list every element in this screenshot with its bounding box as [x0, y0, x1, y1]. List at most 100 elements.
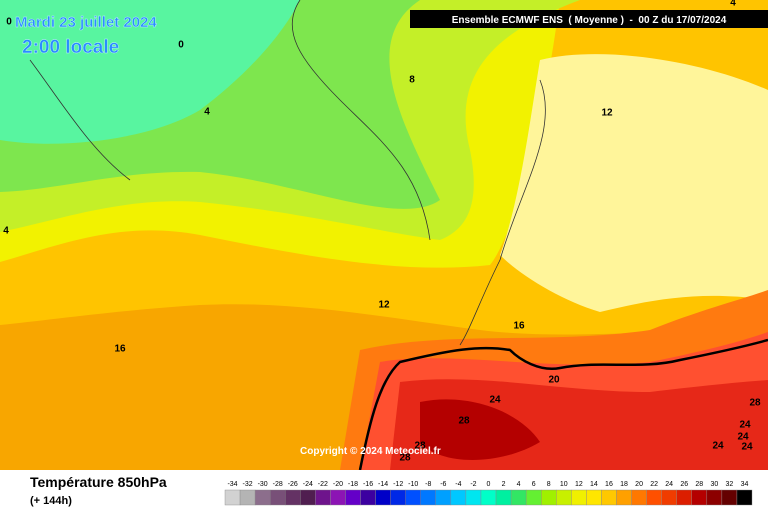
colorbar-swatch	[706, 489, 723, 506]
contour-label: 28	[399, 453, 411, 464]
colorbar-label: -34	[227, 481, 237, 488]
colorbar-swatch	[315, 489, 331, 506]
colorbar-swatch	[736, 489, 753, 506]
colorbar-swatch	[616, 489, 632, 506]
colorbar-label: 6	[532, 481, 536, 488]
colorbar-label: -20	[333, 481, 343, 488]
colorbar-label: -28	[273, 481, 283, 488]
colorbar-label: 22	[650, 481, 658, 488]
colorbar-swatch	[254, 489, 271, 506]
colorbar-swatch	[300, 489, 316, 506]
contour-20	[358, 338, 768, 471]
contour-label: 0	[6, 17, 12, 28]
colorbar-label: 34	[741, 481, 749, 488]
contour-label: 8	[409, 75, 415, 86]
contour-label: 4	[730, 0, 736, 9]
model-box	[410, 10, 768, 28]
contour-label: 20	[548, 375, 560, 386]
contour-label: 16	[114, 344, 126, 355]
colorbar-label: -6	[440, 481, 446, 488]
contour-label: 16	[513, 321, 525, 332]
colorbar-label: 8	[547, 481, 551, 488]
contour-label: 24	[489, 395, 501, 406]
colorbar-swatch	[345, 489, 361, 506]
colorbar-swatch	[420, 489, 437, 506]
colorbar-label: 32	[726, 481, 734, 488]
colorbar-swatch	[586, 489, 602, 506]
colorbar-label: 30	[710, 481, 718, 488]
colorbar-swatch	[495, 489, 512, 506]
colorbar-label: 26	[680, 481, 688, 488]
contour-label: 28	[414, 441, 426, 452]
colorbar-swatch	[510, 489, 527, 506]
copyright: Copyright © 2024 Meteociel.fr	[300, 446, 441, 457]
field-pale-yellow	[500, 54, 768, 313]
colorbar-label: 18	[620, 481, 628, 488]
model: Ensemble ECMWF ENS ( Moyenne ) - 00 Z du…	[452, 15, 727, 26]
contour-label: 4	[204, 107, 210, 118]
colorbar-swatch	[405, 489, 421, 506]
colorbar-label: -4	[455, 481, 461, 488]
colorbar-label: 10	[560, 481, 568, 488]
colorbar-label: -22	[318, 481, 328, 488]
date: Mardi 23 juillet 2024	[15, 14, 157, 31]
colorbar-swatch	[330, 489, 346, 506]
colorbar-label: 0	[487, 481, 491, 488]
colorbar-swatch	[480, 489, 497, 506]
contour-label: 24	[739, 420, 751, 431]
colorbar-swatch	[269, 489, 286, 506]
colorbar-swatch	[435, 489, 452, 506]
legend-title: Température 850hPa	[30, 474, 167, 490]
colorbar-swatch	[676, 489, 692, 506]
colorbar-label: -26	[288, 481, 298, 488]
colorbar: -34 -32 -30 -28 -26 -24 -22 -20 -18 -16 -14 -12 -10-…	[224, 481, 753, 506]
colorbar-label: -18	[348, 481, 358, 488]
colorbar-label: 28	[695, 481, 703, 488]
contour-label: 12	[601, 108, 613, 119]
colorbar-label: -24	[303, 481, 313, 488]
colorbar-swatch	[646, 489, 662, 506]
legend-lead: (+ 144h)	[30, 495, 72, 507]
colorbar-swatch	[285, 489, 301, 506]
contour-label: 28	[458, 416, 470, 427]
colorbar-label: -10	[408, 481, 418, 488]
colorbar-label: 2	[502, 481, 506, 488]
colorbar-label: 16	[605, 481, 613, 488]
colorbar-swatch	[390, 489, 406, 506]
colorbar-swatch	[571, 489, 587, 506]
coastline	[29, 0, 546, 346]
field-dark-red	[420, 399, 540, 460]
map-fields	[0, 0, 768, 471]
contour-label: 24	[741, 442, 753, 453]
colorbar-swatch	[525, 489, 542, 506]
colorbar-swatch	[661, 489, 677, 506]
colorbar-label: -2	[470, 481, 476, 488]
colorbar-swatch	[721, 489, 738, 506]
colorbar-label: -8	[425, 481, 431, 488]
contour-label: 12	[378, 300, 390, 311]
contour-label: 24	[737, 432, 749, 443]
colorbar-swatch	[239, 489, 256, 506]
colorbar-label: -32	[243, 481, 253, 488]
colorbar-label: 4	[517, 481, 521, 488]
colorbar-swatch	[541, 489, 557, 506]
colorbar-label: 14	[590, 481, 598, 488]
colorbar-label: 12	[575, 481, 583, 488]
colorbar-label: -30	[258, 481, 268, 488]
colorbar-label: 20	[635, 481, 643, 488]
colorbar-label: 24	[665, 481, 673, 488]
colorbar-swatch	[465, 489, 482, 506]
colorbar-swatch	[601, 489, 617, 506]
colorbar-swatch	[631, 489, 647, 506]
colorbar-swatch	[450, 489, 467, 506]
field-aqua	[0, 0, 300, 144]
colorbar-swatch	[224, 489, 241, 506]
colorbar-label: -12	[393, 481, 403, 488]
contour-label: 24	[712, 441, 724, 452]
contour-label: 28	[749, 398, 761, 409]
time: 2:00 locale	[22, 37, 119, 58]
colorbar-swatch	[691, 489, 708, 506]
colorbar-label: -14	[378, 481, 388, 488]
